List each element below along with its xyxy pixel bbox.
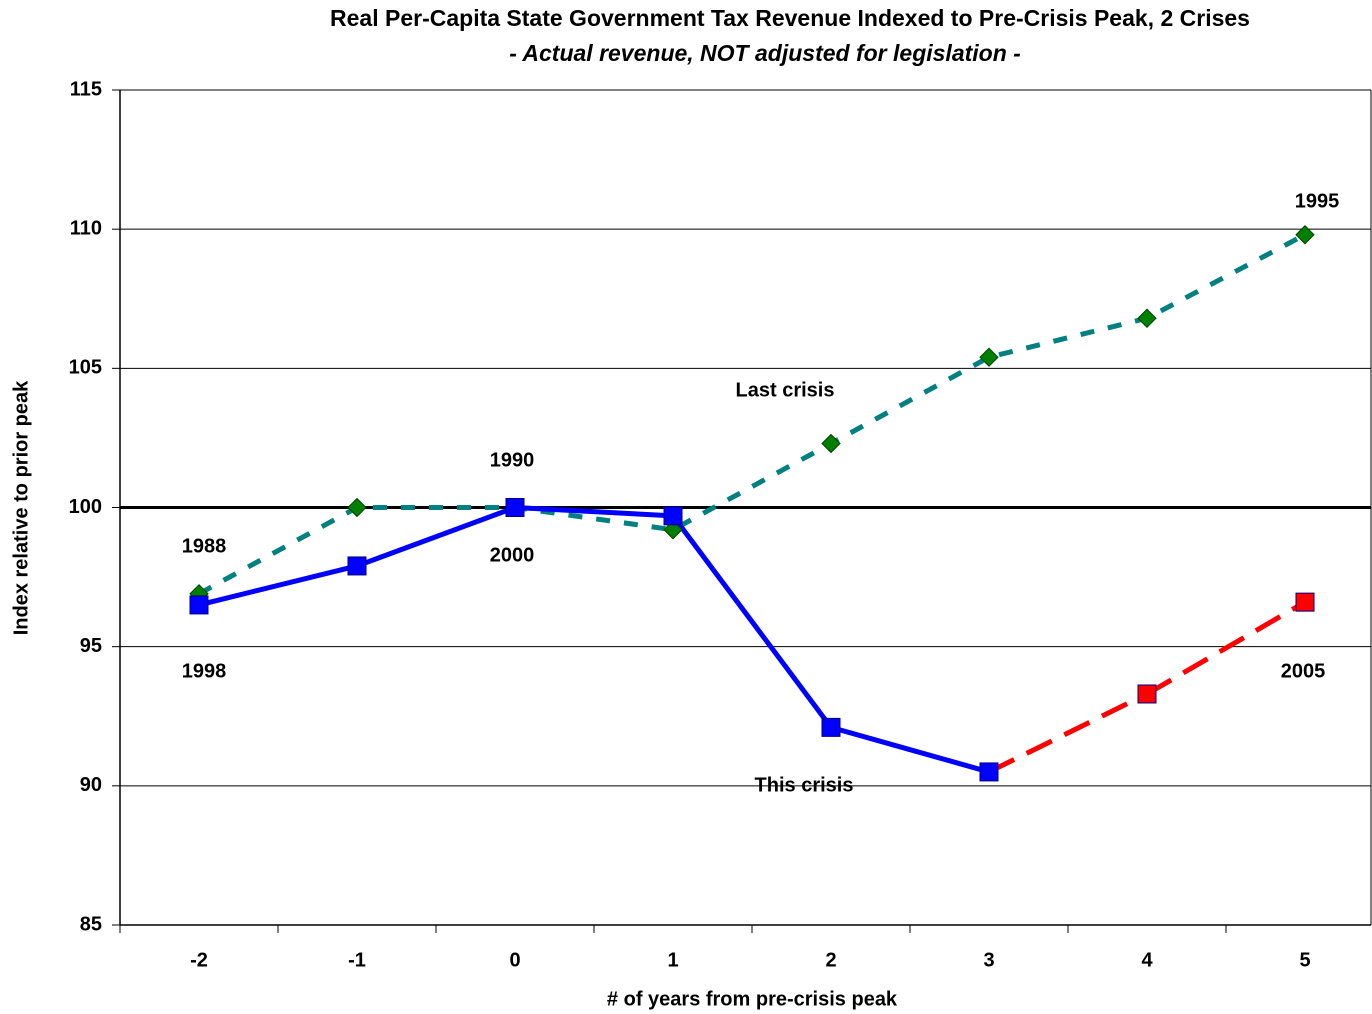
- line-segment: [670, 514, 834, 729]
- line-segment: [356, 505, 516, 569]
- marker: [347, 497, 367, 518]
- marker: [1137, 684, 1157, 704]
- annotation: 1988: [182, 535, 227, 557]
- line-segment: [987, 691, 1149, 775]
- y-tick-label: 110: [70, 217, 102, 239]
- marker: [1295, 592, 1315, 612]
- line: [197, 232, 1307, 596]
- line-segment: [514, 505, 674, 519]
- line-segment: [198, 563, 358, 608]
- annotation: 1998: [182, 660, 227, 682]
- chart-title: Real Per-Capita State Government Tax Rev…: [330, 5, 1250, 31]
- series-label: This crisis: [755, 774, 854, 796]
- y-tick-label: 95: [80, 635, 102, 657]
- y-axis-label: Index relative to prior peak: [10, 380, 32, 635]
- x-tick-label: -1: [348, 949, 366, 971]
- x-tick-label: 4: [1141, 949, 1153, 971]
- y-tick-label: 115: [70, 78, 102, 100]
- marker: [347, 556, 367, 576]
- marker: [663, 506, 683, 526]
- marker: [979, 347, 999, 367]
- x-tick-label: 2: [825, 949, 836, 971]
- x-tick-label: 5: [1299, 949, 1310, 971]
- chart-subtitle: - Actual revenue, NOT adjusted for legis…: [509, 40, 1021, 66]
- marker: [505, 498, 525, 517]
- marker: [1295, 225, 1315, 245]
- marker: [189, 595, 209, 615]
- annotation: 1990: [490, 449, 535, 471]
- marker: [821, 717, 841, 737]
- x-tick-label: 0: [509, 949, 520, 971]
- y-tick-label: 85: [80, 913, 102, 935]
- line-segment: [1145, 599, 1307, 697]
- marker: [1137, 308, 1157, 328]
- marker: [979, 762, 999, 782]
- y-tick-label: 105: [69, 357, 102, 379]
- line-segment: [830, 724, 990, 775]
- y-tick-label: 100: [69, 496, 102, 518]
- x-tick-label: 1: [667, 949, 678, 971]
- x-axis-label: # of years from pre-crisis peak: [607, 988, 898, 1010]
- x-tick-label: 3: [983, 949, 994, 971]
- y-tick-label: 90: [80, 774, 102, 796]
- series-label: Last crisis: [736, 379, 835, 401]
- annotation: 2005: [1281, 660, 1326, 682]
- x-tick-label: -2: [190, 949, 208, 971]
- annotation: 2000: [490, 544, 535, 566]
- marker: [821, 433, 841, 454]
- annotation: 1995: [1295, 190, 1340, 212]
